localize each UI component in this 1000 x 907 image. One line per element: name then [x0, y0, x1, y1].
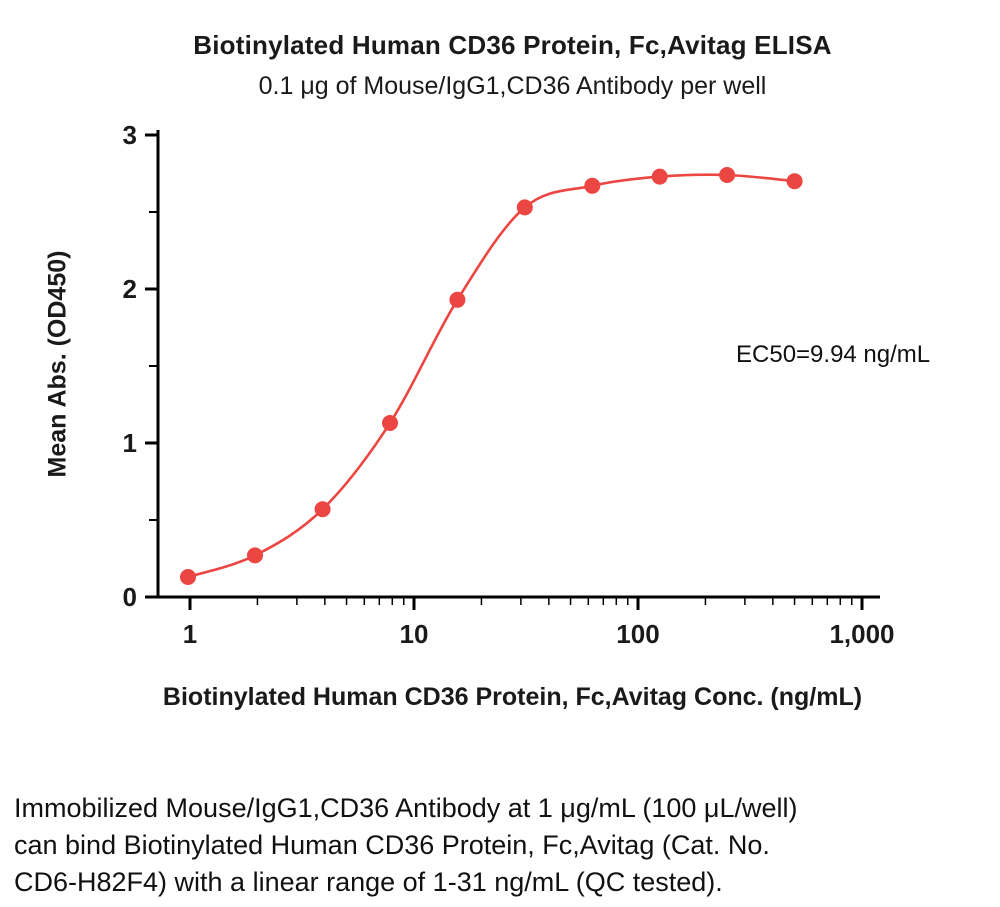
- caption-line-1: Immobilized Mouse/IgG1,CD36 Antibody at …: [14, 793, 798, 823]
- fit-curve: [186, 173, 796, 579]
- x-tick-label: 1,000: [829, 619, 894, 649]
- y-tick-label: 2: [123, 274, 137, 304]
- data-point: [584, 177, 601, 194]
- y-tick-label: 3: [123, 120, 137, 150]
- chart-title: Biotinylated Human CD36 Protein, Fc,Avit…: [193, 30, 832, 60]
- data-point: [247, 547, 263, 564]
- y-axis-label: Mean Abs. (OD450): [43, 250, 72, 478]
- caption-line-2: can bind Biotinylated Human CD36 Protein…: [14, 830, 770, 860]
- x-tick-label: 100: [616, 619, 659, 649]
- data-point: [786, 173, 803, 190]
- data-point: [449, 291, 466, 308]
- axis-lines: [156, 130, 880, 599]
- x-tick-label: 1: [183, 619, 197, 649]
- data-point: [719, 167, 736, 183]
- y-tick-label: 0: [123, 582, 137, 612]
- elisa-plot: 0 1 2 3 1 10 100 1,000: [123, 120, 895, 649]
- figure-caption: Immobilized Mouse/IgG1,CD36 Antibody at …: [14, 790, 797, 901]
- x-axis-label: Biotinylated Human CD36 Protein, Fc,Avit…: [162, 683, 863, 711]
- data-point: [314, 501, 331, 518]
- y-tick-label: 1: [123, 428, 137, 458]
- data-point: [180, 569, 196, 585]
- data-point: [382, 415, 398, 431]
- data-point: [516, 199, 533, 216]
- caption-line-3: CD6-H82F4) with a linear range of 1-31 n…: [14, 867, 723, 897]
- chart-subtitle: 0.1 μg of Mouse/IgG1,CD36 Antibody per w…: [258, 72, 767, 100]
- x-tick-label: 10: [400, 619, 429, 649]
- ec50-annotation: EC50=9.94 ng/mL: [736, 341, 931, 368]
- data-point: [651, 168, 668, 185]
